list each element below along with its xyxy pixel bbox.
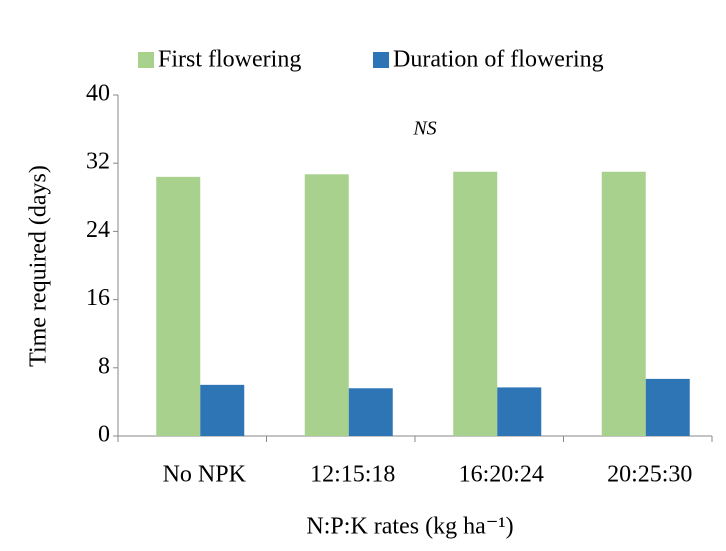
x-tick-label: 20:25:30	[607, 462, 692, 488]
bar	[497, 387, 541, 436]
bar	[156, 177, 200, 436]
legend-swatch	[138, 52, 154, 68]
y-tick-label: 8	[98, 353, 110, 379]
y-tick-label: 0	[98, 422, 110, 448]
y-tick-label: 16	[86, 285, 110, 311]
y-axis-label: Time required (days)	[26, 165, 52, 367]
legend-label: Duration of flowering	[393, 47, 604, 73]
x-axis-label: N:P:K rates (kg ha⁻¹)	[306, 514, 513, 540]
x-tick-label: 12:15:18	[310, 462, 395, 488]
annotation: NS	[412, 118, 436, 140]
bar	[646, 379, 690, 436]
chart: Time required (days) N:P:K rates (kg ha⁻…	[0, 0, 726, 551]
bar	[349, 388, 393, 436]
y-tick-label: 24	[86, 217, 110, 243]
y-tick-label: 40	[86, 81, 110, 107]
legend-swatch	[373, 52, 389, 68]
bar	[602, 172, 646, 436]
bar	[305, 174, 349, 436]
x-tick-label: 16:20:24	[459, 462, 544, 488]
x-tick-label: No NPK	[163, 462, 247, 488]
bar	[200, 385, 244, 436]
y-tick-label: 32	[86, 149, 110, 175]
legend-label: First flowering	[158, 47, 301, 73]
bar	[453, 172, 497, 436]
